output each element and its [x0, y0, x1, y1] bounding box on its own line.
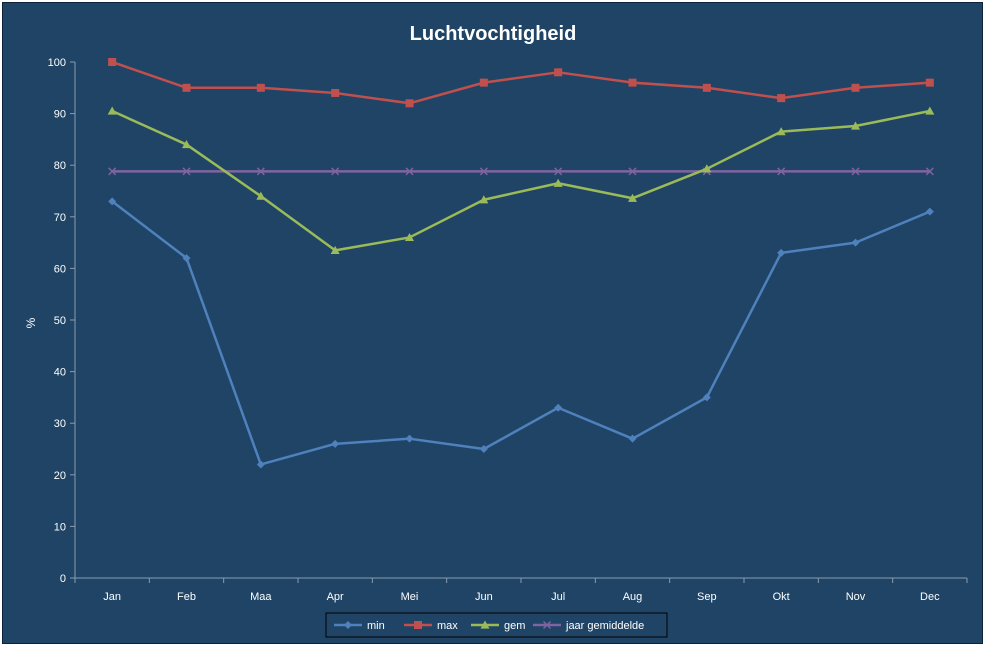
data-point-min: [479, 445, 488, 453]
data-point-gem: [479, 195, 489, 204]
x-tick-label: Aug: [623, 591, 643, 603]
data-point-max: [628, 78, 637, 87]
data-point-min: [331, 439, 340, 448]
x-marker-stroke: [777, 167, 786, 176]
data-point-max: [479, 78, 488, 87]
data-point-min: [777, 248, 786, 257]
chart-title: Luchtvochtigheid: [410, 23, 577, 45]
data-point-jaar-gemiddelde: [256, 167, 265, 176]
data-point-max: [405, 99, 414, 108]
x-marker-stroke: [925, 167, 934, 176]
data-point-min: [851, 238, 860, 247]
y-tick-label: 100: [48, 57, 66, 69]
data-point-max: [182, 83, 191, 92]
x-tick-label: Feb: [177, 591, 196, 603]
data-point-jaar-gemiddelde: [554, 167, 563, 176]
data-point-jaar-gemiddelde: [108, 167, 117, 176]
data-point-min: [702, 393, 711, 402]
data-point-jaar-gemiddelde: [925, 167, 934, 176]
x-tick-label: Dec: [920, 591, 940, 603]
data-point-min: [628, 434, 637, 443]
x-marker-stroke: [554, 167, 563, 176]
x-marker-stroke: [405, 167, 414, 176]
data-point-gem: [330, 245, 340, 254]
x-marker-stroke: [628, 167, 637, 176]
x-tick-label: Jul: [551, 591, 565, 603]
legend-marker-jaar-gemiddelde: [542, 620, 552, 630]
x-tick-label: Maa: [250, 591, 272, 603]
y-tick-label: 60: [54, 263, 66, 275]
data-point-max: [925, 78, 934, 87]
y-tick-label: 70: [54, 212, 66, 224]
y-tick-label: 50: [54, 315, 66, 327]
data-point-gem: [702, 164, 712, 173]
x-tick-label: Okt: [773, 591, 790, 603]
legend: min max gem jaar gemiddelde: [325, 612, 668, 638]
data-point-min: [108, 197, 117, 206]
data-point-min: [256, 460, 265, 469]
legend-label-jaar-gemiddelde: jaar gemiddelde: [565, 620, 644, 632]
data-point-jaar-gemiddelde: [331, 167, 340, 176]
data-point-gem: [851, 121, 860, 130]
y-tick-label: 80: [54, 160, 66, 172]
x-tick-label: Nov: [846, 591, 866, 603]
legend-box: [325, 612, 668, 638]
data-point-jaar-gemiddelde: [182, 167, 191, 176]
legend-label-gem: gem: [504, 620, 525, 632]
data-point-gem: [925, 106, 935, 115]
data-point-jaar-gemiddelde: [479, 167, 488, 176]
x-tick-label: Sep: [697, 591, 717, 603]
data-point-min: [405, 434, 414, 443]
x-tick-label: Jan: [103, 591, 121, 603]
x-marker-stroke: [542, 620, 552, 630]
data-point-jaar-gemiddelde: [628, 167, 637, 176]
data-point-gem: [776, 127, 786, 136]
data-point-gem: [628, 193, 637, 202]
legend-marker-min: [344, 621, 352, 629]
legend-label-max: max: [437, 620, 458, 632]
data-point-gem: [256, 191, 266, 200]
data-point-min: [554, 403, 563, 412]
y-tick-label: 30: [54, 418, 66, 430]
line-chart: Luchtvochtigheid % 0 10 20 30 40 50 60 70 80 90 10…: [24, 23, 968, 638]
x-tick-label: Jun: [475, 591, 493, 603]
data-point-gem: [553, 178, 563, 187]
x-marker-stroke: [479, 167, 488, 176]
series-line-gem: [111, 109, 931, 252]
data-point-gem: [107, 106, 117, 115]
series-line-min: [111, 200, 931, 466]
data-point-max: [554, 68, 563, 77]
data-point-min: [925, 207, 934, 216]
data-point-max: [702, 83, 711, 92]
y-axis-label: %: [24, 317, 38, 328]
data-point-jaar-gemiddelde: [405, 167, 414, 176]
legend-marker-max: [414, 621, 422, 629]
series-line-max: [111, 60, 930, 105]
data-point-max: [256, 83, 265, 92]
y-tick-label: 20: [54, 470, 66, 482]
data-point-jaar-gemiddelde: [851, 167, 860, 176]
plot-area: 0 10 20 30 40 50 60 70 80 90 100 Jan Feb Maa Apr Mei Jun…: [48, 57, 968, 603]
legend-marker-gem: [480, 620, 490, 629]
x-marker-stroke: [851, 167, 860, 176]
data-point-jaar-gemiddelde: [777, 167, 786, 176]
x-tick-label: Apr: [327, 591, 344, 603]
y-tick-label: 0: [60, 573, 66, 585]
data-point-max: [777, 94, 786, 103]
data-point-max: [851, 83, 860, 92]
y-tick-label: 40: [54, 367, 66, 379]
data-point-gem: [182, 140, 191, 149]
x-marker-stroke: [331, 167, 340, 176]
x-marker-stroke: [182, 167, 191, 176]
x-tick-label: Mei: [401, 591, 419, 603]
x-marker-stroke: [108, 167, 117, 176]
data-point-gem: [405, 232, 414, 242]
data-point-max: [331, 88, 340, 97]
x-marker-stroke: [256, 167, 265, 176]
y-tick-label: 90: [54, 109, 66, 121]
legend-label-min: min: [367, 620, 385, 632]
y-tick-label: 10: [54, 521, 66, 533]
data-point-max: [108, 58, 117, 66]
